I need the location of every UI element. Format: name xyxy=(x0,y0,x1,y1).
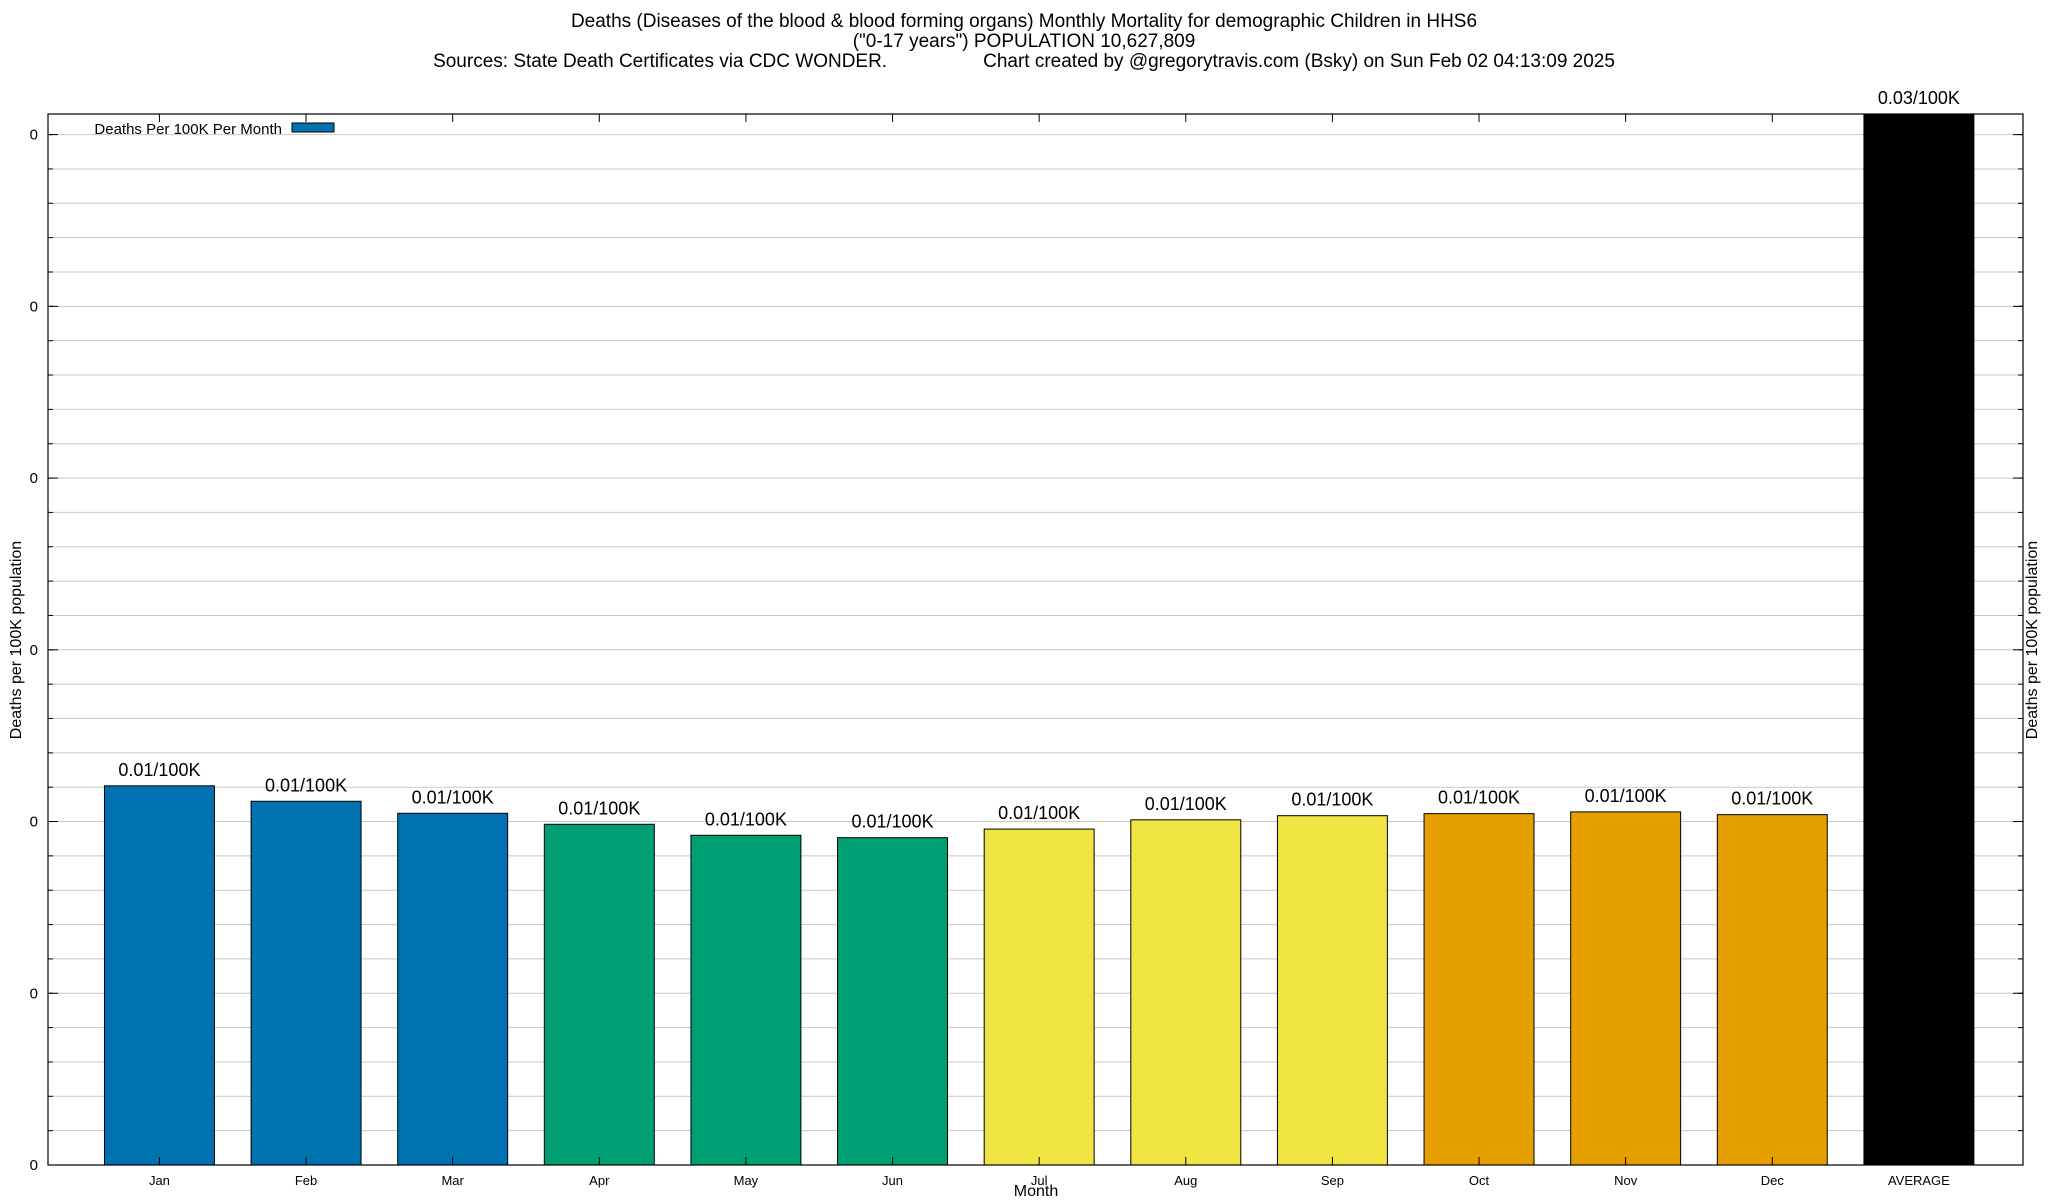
x-tick-label: Oct xyxy=(1469,1173,1490,1188)
x-tick-label: Dec xyxy=(1761,1173,1785,1188)
axis-ticks xyxy=(48,114,2023,1166)
x-tick-label: Mar xyxy=(441,1173,464,1188)
bar xyxy=(543,823,655,1166)
chart-credit: Chart created by @gregorytravis.com (Bsk… xyxy=(983,51,1615,72)
x-tick-label: Nov xyxy=(1614,1173,1638,1188)
legend-label: Deaths Per 100K Per Month xyxy=(94,121,282,138)
x-tick-label: Jul xyxy=(1031,1173,1048,1188)
chart-source-credit: Sources: State Death Certificates via CD… xyxy=(0,52,2048,72)
bar xyxy=(1276,815,1388,1166)
chart-header: Deaths (Diseases of the blood & blood fo… xyxy=(0,12,2048,72)
x-tick-label: Jun xyxy=(882,1173,903,1188)
labels: 0 0 0 0 0 0 0 Jan 0.01/100K Feb 0.01/100K Mar 0.01/1… xyxy=(30,88,1960,1188)
data-label: 0.01/100K xyxy=(852,812,934,832)
x-tick-label: Jan xyxy=(149,1173,170,1188)
data-label: 0.01/100K xyxy=(412,787,494,807)
bar xyxy=(1423,813,1535,1166)
data-label: 0.01/100K xyxy=(558,798,640,818)
y-tick-label: 0 xyxy=(30,814,38,831)
y-tick-label: 0 xyxy=(30,985,38,1002)
data-label: 0.01/100K xyxy=(1438,788,1520,808)
x-tick-label: Sep xyxy=(1321,1173,1344,1188)
chart-source: Sources: State Death Certificates via CD… xyxy=(433,51,888,72)
bar xyxy=(250,800,362,1166)
bar xyxy=(1863,113,1975,1166)
plot-frame xyxy=(47,113,2024,1166)
data-label: 0.01/100K xyxy=(1585,786,1667,806)
bar xyxy=(983,828,1095,1166)
y-axis-label: Deaths per 100K population xyxy=(8,541,25,739)
x-axis-label: Month xyxy=(1014,1183,1058,1200)
y-tick-label: 0 xyxy=(30,642,38,659)
chart-title: Deaths (Diseases of the blood & blood fo… xyxy=(570,11,1478,32)
x-tick-label: Aug xyxy=(1174,1173,1197,1188)
data-label: 0.01/100K xyxy=(998,803,1080,823)
data-label: 0.03/100K xyxy=(1878,88,1960,108)
x-tick-label: May xyxy=(734,1173,759,1188)
bar xyxy=(1716,814,1828,1166)
data-label: 0.01/100K xyxy=(1145,794,1227,814)
data-label: 0.01/100K xyxy=(118,760,200,780)
y-tick-label: 0 xyxy=(30,298,38,315)
bar xyxy=(837,837,949,1166)
y2-axis-label: Deaths per 100K population xyxy=(2024,541,2041,739)
bars xyxy=(103,113,1975,1166)
y-tick-label: 0 xyxy=(30,470,38,487)
bar xyxy=(1570,811,1682,1166)
x-tick-label: AVERAGE xyxy=(1888,1173,1950,1188)
data-label: 0.01/100K xyxy=(1291,790,1373,810)
data-label: 0.01/100K xyxy=(1731,789,1813,809)
chart-subtitle: ("0-17 years") POPULATION 10,627,809 xyxy=(852,31,1196,52)
bar xyxy=(397,812,509,1166)
data-label: 0.01/100K xyxy=(705,809,787,829)
legend: Deaths Per 100K Per Month xyxy=(94,121,335,138)
data-label: 0.01/100K xyxy=(265,775,347,795)
legend-swatch xyxy=(291,122,335,133)
grid-lines xyxy=(48,134,2023,1132)
bar xyxy=(103,785,215,1166)
bar xyxy=(1130,819,1242,1166)
x-tick-label: Apr xyxy=(589,1173,610,1188)
x-tick-label: Feb xyxy=(295,1173,317,1188)
y-tick-label: 0 xyxy=(30,1157,38,1174)
bar xyxy=(690,834,802,1166)
y-tick-label: 0 xyxy=(30,127,38,144)
